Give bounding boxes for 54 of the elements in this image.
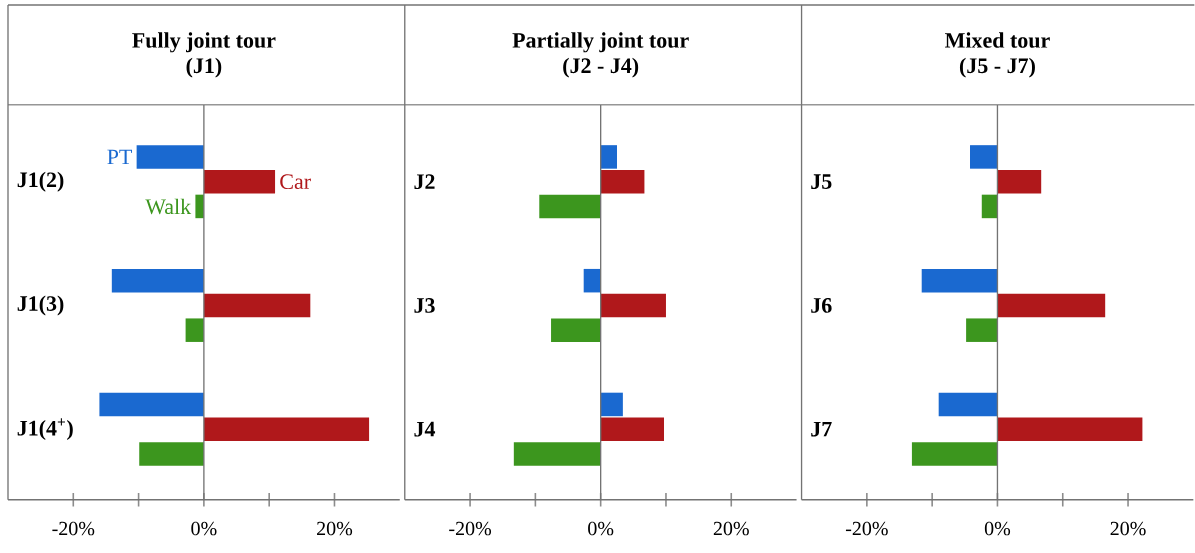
bar: [111, 269, 204, 293]
y-tick-label: J2: [414, 174, 435, 190]
x-tick-label: 0%: [984, 521, 1011, 536]
y-tick-label: J6: [811, 298, 832, 313]
bar: [600, 417, 665, 442]
y-tick-label: J4: [414, 422, 436, 437]
bar: [997, 170, 1042, 194]
x-tick-label: -20%: [845, 521, 888, 536]
bar: [139, 442, 204, 466]
bar: [99, 392, 204, 417]
x-tick-label: 20%: [713, 521, 749, 536]
bar: [921, 269, 998, 293]
bar: [600, 145, 617, 169]
bar: [185, 318, 204, 343]
bar: [203, 417, 370, 442]
y-tick-label: J1(2): [17, 171, 64, 192]
series-label: PT: [107, 149, 132, 165]
x-tick-label: 0%: [191, 521, 217, 536]
x-tick-label: -20%: [52, 521, 95, 536]
bar: [600, 392, 623, 417]
x-tick-label: 20%: [317, 521, 353, 536]
bar: [966, 318, 998, 343]
y-tick-label: J1(4$^{+}$): [17, 418, 73, 441]
chart-title: Partially joint tour: [512, 32, 689, 53]
chart-subtitle: (J1): [186, 57, 222, 78]
chart-subtitle: (J2 - J4): [563, 57, 639, 78]
bar: [981, 194, 998, 219]
y-tick-label: J3: [414, 298, 435, 313]
chart-title: Mixed tour: [945, 32, 1050, 49]
bar: [583, 269, 601, 293]
bar: [513, 442, 601, 466]
x-tick-label: -20%: [449, 521, 492, 536]
series-label: Car: [280, 174, 311, 190]
bar: [539, 194, 601, 219]
bar: [997, 293, 1106, 318]
y-tick-label: J5: [811, 174, 832, 190]
bar: [195, 194, 204, 219]
bar: [911, 442, 998, 466]
chart-title: Fully joint tour: [132, 32, 276, 53]
x-tick-label: 0%: [588, 521, 614, 536]
series-label: Walk: [145, 198, 192, 215]
bar: [203, 170, 276, 194]
bar: [997, 417, 1143, 442]
bar: [600, 293, 666, 318]
y-tick-label: J7: [811, 422, 832, 437]
x-tick-label: 20%: [1110, 521, 1146, 536]
bar: [203, 293, 311, 318]
chart-subtitle: (J5 - J7): [959, 57, 1035, 78]
y-tick-label: J1(3): [17, 295, 64, 316]
bar: [970, 145, 998, 169]
bar: [136, 145, 204, 169]
bar: [938, 392, 998, 417]
bar: [600, 170, 645, 194]
bar: [551, 318, 601, 343]
